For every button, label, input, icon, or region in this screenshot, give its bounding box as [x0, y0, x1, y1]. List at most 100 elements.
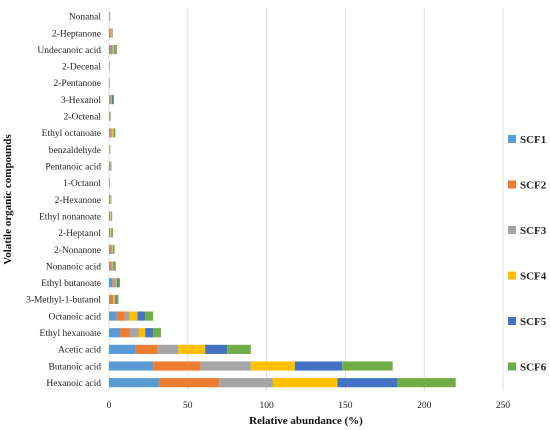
bar-segment-scf2: [109, 294, 113, 304]
bar-segment-scf6: [342, 361, 393, 371]
bar-segment-scf2: [116, 311, 125, 321]
bar-segment-scf3: [157, 344, 179, 354]
bar-segment-scf5: [113, 128, 115, 138]
category-label: Ethyl octanoate: [42, 129, 101, 139]
category-label: 1-Octanol: [63, 179, 101, 189]
x-tick-labels: 0 50 100 150 200 250: [107, 401, 511, 411]
category-label: 2-Decenal: [62, 63, 101, 73]
category-label: Hexanoic acid: [46, 379, 101, 389]
bar-segment-scf3: [111, 128, 113, 138]
legend-label-scf6: SCF6: [520, 362, 547, 374]
legend: SCF1 SCF2 SCF3 SCF4 SCF5 SCF6: [508, 134, 547, 374]
bar-segment-scf3: [112, 45, 114, 55]
bar-segment-scf1: [109, 311, 117, 321]
bar-segment-scf4: [138, 328, 146, 338]
x-tick-label: 50: [183, 401, 193, 411]
bar-segment-scf4: [113, 45, 115, 55]
bar-segment-scf6: [113, 244, 115, 255]
bar-segment-scf6: [153, 328, 162, 338]
bar-segment-scf5: [112, 244, 114, 255]
category-label: 2-Pentanone: [54, 79, 102, 89]
bar-segment-scf5: [111, 95, 114, 105]
bar-segment-scf2: [109, 95, 111, 105]
bar-segment-scf1: [109, 328, 121, 338]
legend-label-scf5: SCF5: [520, 316, 547, 328]
bar-segment-scf1: [109, 261, 110, 271]
bars: [109, 11, 456, 388]
bar-segment-scf5: [294, 361, 343, 371]
bar-segment-scf1: [109, 278, 113, 288]
legend-swatch-scf1: [508, 135, 516, 143]
bar-segment-scf2: [135, 344, 158, 354]
legend-label-scf1: SCF1: [520, 134, 546, 146]
legend-swatch-scf4: [508, 271, 516, 280]
bar-segment-scf2: [109, 261, 112, 271]
category-label: Nonanoic acid: [46, 262, 101, 272]
bar-segment-scf6: [114, 261, 116, 271]
bar-segment-scf5: [114, 45, 116, 55]
bar-segment-scf2: [110, 45, 113, 55]
bar-segment-scf6: [111, 228, 113, 238]
category-label: 2-Nonanone: [54, 246, 101, 256]
bar-segment-scf5: [137, 311, 146, 321]
bar-segment-scf1: [109, 45, 111, 55]
bar-segment-scf3: [110, 95, 112, 105]
bar-segment-scf6: [115, 45, 117, 55]
grid: [108, 8, 504, 391]
category-label: Undecanoic acid: [37, 46, 101, 56]
bar-segment-scf1: [109, 244, 110, 255]
bar-segment-scf6: [227, 344, 251, 354]
category-label: Nonanal: [69, 13, 102, 23]
legend-label-scf2: SCF2: [520, 180, 547, 192]
bar-segment-scf6: [113, 95, 115, 105]
category-label: 2-Heptanol: [58, 229, 101, 239]
bar-segment-scf3: [111, 244, 113, 255]
bar-segment-scf4: [272, 378, 338, 388]
bar-segment-scf3: [124, 311, 130, 321]
bar-segment-scf3: [113, 278, 117, 288]
bar-segment-scf2: [109, 244, 112, 255]
bar-segment-scf5: [113, 261, 115, 271]
bar-segment-scf2: [120, 328, 130, 338]
bar-segment-scf4: [178, 344, 206, 354]
bar-segment-scf2: [109, 128, 112, 138]
bar-segment-scf2: [112, 278, 114, 288]
category-label: Ethyl nonanoate: [39, 212, 101, 222]
bar-segment-scf5: [337, 378, 398, 388]
bar-segment-scf6: [116, 294, 119, 304]
x-tick-label: 250: [496, 401, 511, 411]
bar-segment-scf2: [159, 378, 220, 388]
bar-segment-scf1: [109, 294, 110, 304]
bar-segment-scf4: [112, 128, 114, 138]
category-label: benzaldehyde: [49, 146, 101, 156]
bar-segment-scf1: [109, 344, 136, 354]
bar-segment-scf3: [111, 261, 113, 271]
x-tick-label: 100: [259, 401, 274, 411]
category-label: 2-Octenal: [64, 113, 102, 123]
category-label: Octanoic acid: [49, 312, 102, 322]
bar-segment-scf3: [110, 28, 112, 38]
category-label: Butanoic acid: [49, 362, 102, 372]
category-label: Acetic acid: [58, 346, 101, 356]
bar-segment-scf6: [145, 311, 154, 321]
bar-segment-scf6: [118, 278, 121, 288]
x-tick-label: 200: [417, 401, 432, 411]
x-tick-label: 0: [107, 401, 112, 411]
bar-segment-scf5: [115, 294, 117, 304]
legend-swatch-scf6: [508, 362, 516, 371]
bar-segment-scf5: [145, 328, 154, 338]
bar-segment-scf4: [113, 294, 116, 304]
bar-segment-scf4: [129, 311, 138, 321]
legend-label-scf4: SCF4: [520, 271, 547, 283]
legend-swatch-scf3: [508, 226, 516, 234]
bar-segment-scf5: [116, 278, 119, 288]
legend-swatch-scf2: [508, 180, 516, 189]
category-label: 2-Heptanone: [52, 29, 101, 39]
x-axis-title: Relative abundance (%): [249, 415, 363, 427]
bar-segment-scf3: [112, 294, 114, 304]
category-label: 3-Hexanol: [61, 96, 101, 106]
category-label: Ethyl hexanoate: [40, 329, 101, 339]
bar-segment-scf3: [200, 361, 251, 371]
bar-segment-scf3: [219, 378, 273, 388]
category-label: 3-Methyl-1-butanol: [26, 296, 101, 306]
